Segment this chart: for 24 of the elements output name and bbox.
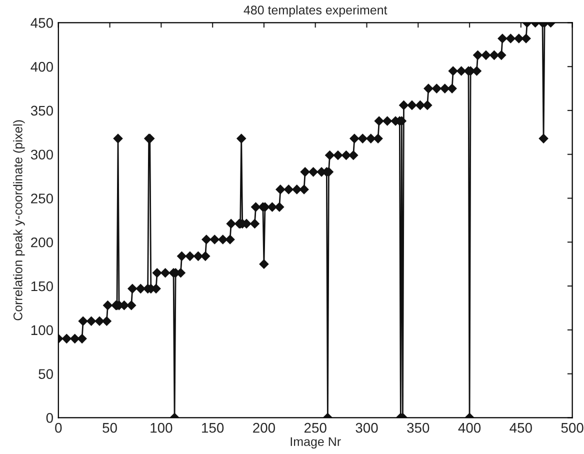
y-tick-label: 300 (30, 150, 53, 160)
x-tick-label: 200 (253, 422, 276, 433)
y-tick-label: 50 (38, 369, 53, 379)
y-tick-label: 450 (30, 18, 53, 28)
x-tick-label: 50 (102, 422, 117, 433)
y-tick-label: 400 (30, 62, 53, 72)
x-tick-label: 400 (458, 422, 481, 433)
x-axis-title: Image Nr (290, 437, 341, 449)
y-tick-label: 150 (31, 281, 53, 292)
x-tick-label: 150 (202, 422, 224, 433)
x-tick-label: 0 (55, 422, 62, 433)
y-tick-label: 100 (31, 325, 53, 336)
y-tick-label: 200 (31, 237, 53, 248)
x-tick-label: 100 (150, 422, 172, 433)
x-tick-label: 350 (407, 422, 430, 433)
y-tick-label: 350 (30, 106, 53, 116)
x-tick-label: 450 (510, 422, 532, 433)
y-tick-label: 0 (46, 413, 53, 423)
x-tick-label: 300 (356, 422, 378, 433)
chart-title: 480 templates experiment (244, 5, 388, 17)
y-tick-label: 250 (31, 194, 53, 204)
y-axis-title: Correlation peak y-coordinate (pixel) (13, 120, 25, 320)
x-tick-label: 250 (304, 422, 326, 433)
x-tick-label: 500 (561, 422, 584, 433)
